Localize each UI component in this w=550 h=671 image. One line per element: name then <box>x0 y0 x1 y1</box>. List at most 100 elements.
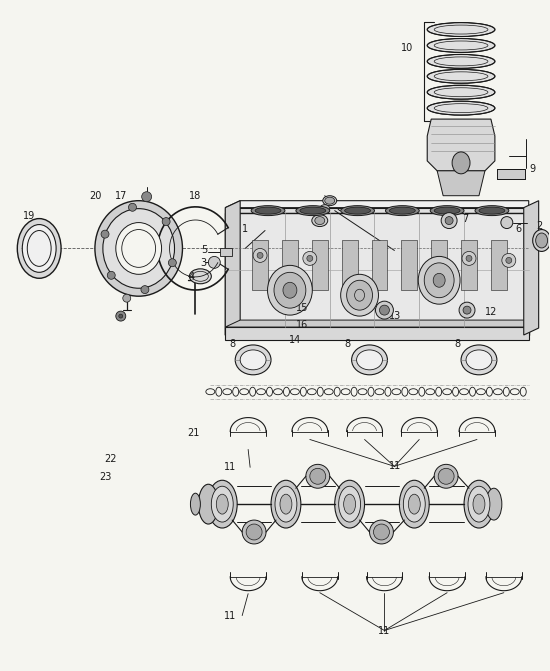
Circle shape <box>376 301 393 319</box>
Bar <box>402 240 417 291</box>
Bar <box>497 169 525 178</box>
Text: 4: 4 <box>188 272 195 282</box>
Ellipse shape <box>427 101 495 115</box>
Text: 8: 8 <box>454 339 460 349</box>
Ellipse shape <box>315 217 324 225</box>
Text: 2: 2 <box>537 221 543 231</box>
Polygon shape <box>226 207 529 213</box>
Ellipse shape <box>434 207 460 214</box>
Circle shape <box>129 203 136 211</box>
Ellipse shape <box>427 54 495 68</box>
Circle shape <box>501 217 513 229</box>
Text: 3: 3 <box>200 258 206 268</box>
Bar <box>461 240 477 291</box>
Ellipse shape <box>339 486 361 522</box>
Ellipse shape <box>310 468 326 484</box>
Ellipse shape <box>296 205 329 215</box>
Ellipse shape <box>399 480 429 528</box>
Ellipse shape <box>468 486 490 522</box>
Text: 12: 12 <box>485 307 497 317</box>
Ellipse shape <box>283 282 297 298</box>
Ellipse shape <box>211 486 233 522</box>
Ellipse shape <box>464 480 494 528</box>
Polygon shape <box>226 327 529 340</box>
Ellipse shape <box>427 69 495 83</box>
Ellipse shape <box>335 480 365 528</box>
Ellipse shape <box>324 197 335 204</box>
Text: 11: 11 <box>224 462 236 472</box>
Ellipse shape <box>452 152 470 174</box>
Circle shape <box>116 311 126 321</box>
Ellipse shape <box>190 493 200 515</box>
Bar <box>371 240 387 291</box>
Ellipse shape <box>300 207 326 214</box>
Ellipse shape <box>312 215 328 227</box>
Ellipse shape <box>373 524 389 540</box>
Text: 13: 13 <box>389 311 402 321</box>
Ellipse shape <box>475 205 509 215</box>
Ellipse shape <box>274 272 306 308</box>
Ellipse shape <box>323 196 337 205</box>
Text: 22: 22 <box>104 454 117 464</box>
Text: 14: 14 <box>289 335 301 345</box>
Bar <box>342 240 358 291</box>
Ellipse shape <box>242 520 266 544</box>
Text: 17: 17 <box>114 191 127 201</box>
Polygon shape <box>226 320 529 327</box>
Circle shape <box>463 306 471 314</box>
Circle shape <box>441 213 457 229</box>
Text: 8: 8 <box>344 339 351 349</box>
Ellipse shape <box>473 495 485 514</box>
Ellipse shape <box>235 345 271 375</box>
Polygon shape <box>524 201 538 335</box>
Circle shape <box>462 252 476 265</box>
Text: 8: 8 <box>229 339 235 349</box>
Text: 1: 1 <box>242 223 248 234</box>
Circle shape <box>168 259 177 266</box>
Circle shape <box>379 305 389 315</box>
Circle shape <box>303 252 317 265</box>
Ellipse shape <box>427 85 495 99</box>
Text: 11: 11 <box>224 611 236 621</box>
Ellipse shape <box>306 464 329 488</box>
Bar <box>312 240 328 291</box>
Circle shape <box>123 294 131 302</box>
Ellipse shape <box>345 207 371 214</box>
Text: 18: 18 <box>189 191 201 201</box>
Bar <box>252 240 268 291</box>
Text: 9: 9 <box>530 164 536 174</box>
Text: 10: 10 <box>401 44 414 54</box>
Polygon shape <box>226 213 529 335</box>
Ellipse shape <box>255 207 281 214</box>
Text: 23: 23 <box>100 472 112 482</box>
Ellipse shape <box>340 205 375 215</box>
Ellipse shape <box>424 263 454 298</box>
Text: 11: 11 <box>378 625 390 635</box>
Ellipse shape <box>461 345 497 375</box>
Ellipse shape <box>370 520 393 544</box>
Bar <box>491 240 507 291</box>
Ellipse shape <box>95 201 183 296</box>
Circle shape <box>253 248 267 262</box>
Bar <box>282 240 298 291</box>
Ellipse shape <box>438 468 454 484</box>
Text: 16: 16 <box>296 320 308 330</box>
Circle shape <box>466 256 472 262</box>
Circle shape <box>142 192 152 202</box>
Text: 5: 5 <box>201 246 207 256</box>
Circle shape <box>162 217 170 225</box>
Text: 6: 6 <box>516 223 522 234</box>
Polygon shape <box>226 201 240 335</box>
Ellipse shape <box>533 229 550 252</box>
Ellipse shape <box>17 219 61 278</box>
Ellipse shape <box>536 233 548 248</box>
Ellipse shape <box>199 484 218 524</box>
Circle shape <box>119 314 123 318</box>
Ellipse shape <box>267 265 312 315</box>
Circle shape <box>459 302 475 318</box>
Polygon shape <box>437 171 485 196</box>
Ellipse shape <box>403 486 425 522</box>
Ellipse shape <box>189 269 211 284</box>
Ellipse shape <box>207 480 237 528</box>
Ellipse shape <box>251 205 285 215</box>
